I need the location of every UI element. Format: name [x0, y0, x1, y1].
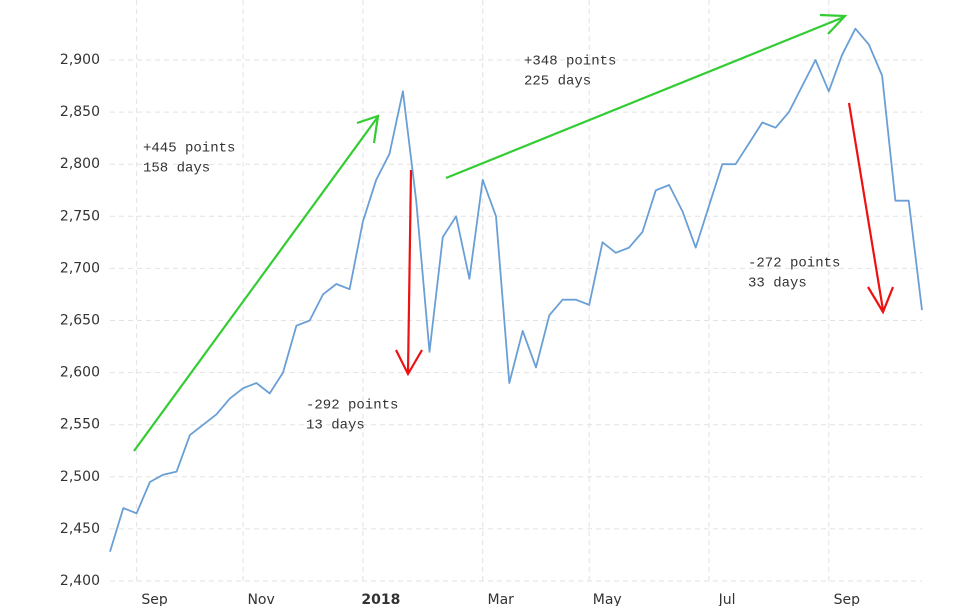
annotation: -272 points: [748, 256, 840, 272]
y-tick-label: 2,750: [60, 208, 100, 224]
y-tick-label: 2,900: [60, 52, 100, 68]
x-tick-label: Mar: [488, 592, 515, 606]
annotation: -292 points: [306, 398, 398, 414]
x-tick-label: Jul: [718, 592, 736, 606]
x-tick-label: 2018: [361, 592, 400, 606]
y-tick-label: 2,550: [60, 417, 100, 433]
x-tick-label: Sep: [834, 592, 861, 606]
arrow: [133, 117, 378, 452]
y-tick-label: 2,600: [60, 365, 100, 381]
annotation: 13 days: [306, 418, 365, 434]
y-tick-label: 2,450: [60, 521, 100, 537]
arrowhead: [867, 286, 895, 315]
arrowhead: [356, 114, 380, 144]
grid: [110, 0, 922, 585]
y-tick-label: 2,400: [60, 573, 100, 589]
plot: [109, 27, 923, 553]
x-tick-label: Sep: [141, 592, 168, 606]
annotation: 158 days: [143, 161, 210, 177]
annotation: +348 points: [524, 54, 616, 70]
arrow: [445, 15, 845, 180]
y-tick-label: 2,800: [60, 156, 100, 172]
y-tick-label: 2,700: [60, 260, 100, 276]
x-tick-label: Nov: [247, 592, 274, 606]
arrow: [847, 102, 885, 311]
y-tick-label: 2,500: [60, 469, 100, 485]
series-line: [109, 27, 923, 553]
arrows: [133, 13, 895, 452]
arrowhead: [395, 349, 423, 377]
annotation: 225 days: [524, 74, 591, 90]
x-tick-label: May: [593, 592, 622, 606]
arrowhead: [819, 13, 848, 35]
annotation: 33 days: [748, 276, 807, 292]
y-tick-label: 2,850: [60, 104, 100, 120]
y-tick-label: 2,650: [60, 313, 100, 329]
annotation: +445 points: [143, 141, 235, 157]
arrow: [406, 169, 413, 374]
